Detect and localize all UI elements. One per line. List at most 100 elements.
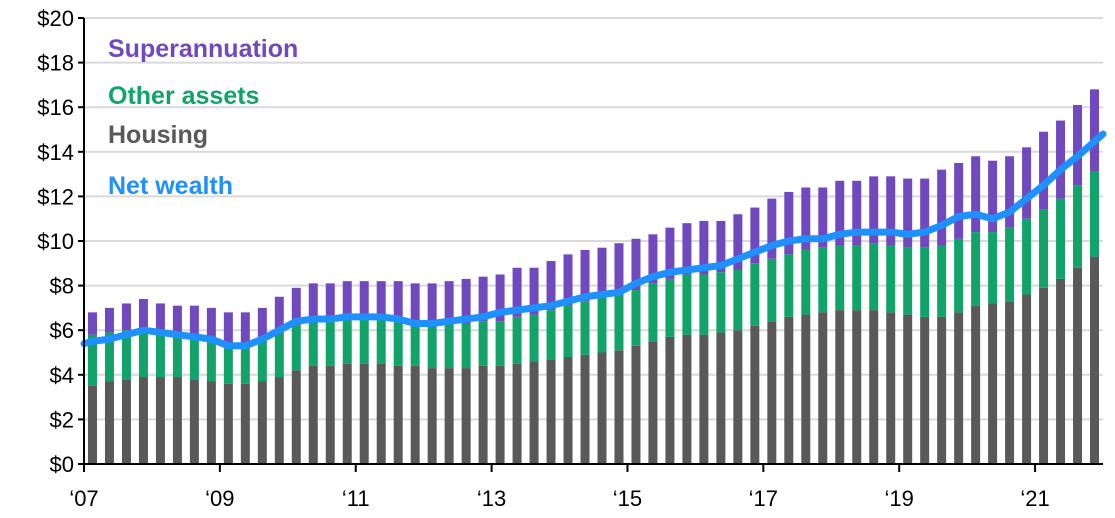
bar-superannuation <box>104 307 114 333</box>
bar-housing <box>597 352 607 464</box>
y-tick-label: $14 <box>37 140 74 165</box>
bar-superannuation <box>750 207 760 264</box>
bar-housing <box>410 365 420 464</box>
bar-housing <box>529 361 539 464</box>
bar-superannuation <box>359 281 369 320</box>
bar-superannuation <box>461 278 471 324</box>
bar-superannuation <box>240 312 250 344</box>
bar-superannuation <box>597 247 607 297</box>
bar-other-assets <box>223 343 233 384</box>
bar-housing <box>835 310 845 464</box>
stacked-bars <box>87 89 1100 464</box>
bar-housing <box>1056 278 1066 464</box>
legend: Superannuation Other assets Housing Net wea… <box>108 35 298 200</box>
bar-other-assets <box>801 249 811 315</box>
net-wealth-line-group <box>80 130 1107 350</box>
y-tick-label: $18 <box>37 51 74 76</box>
bar-superannuation <box>87 312 97 335</box>
bar-superannuation <box>1073 104 1083 186</box>
bar-superannuation <box>869 176 879 244</box>
bar-superannuation <box>1005 156 1015 228</box>
bar-other-assets <box>1039 209 1049 288</box>
bar-housing <box>376 363 386 464</box>
bar-housing <box>988 303 998 464</box>
bar-superannuation <box>563 254 573 306</box>
bar-superannuation <box>529 267 539 315</box>
bar-superannuation <box>308 283 318 322</box>
bar-superannuation <box>835 180 845 246</box>
bar-housing <box>767 321 777 464</box>
x-tick-label: ‘11 <box>342 486 370 511</box>
bar-other-assets <box>631 290 641 346</box>
bar-housing <box>291 370 301 464</box>
bar-superannuation <box>988 160 998 233</box>
bar-other-assets <box>954 238 964 313</box>
bar-other-assets <box>886 245 896 313</box>
x-tick-label: ‘15 <box>613 486 642 511</box>
bar-housing <box>172 377 182 464</box>
bar-housing <box>427 368 437 464</box>
bar-superannuation <box>784 191 794 255</box>
bar-other-assets <box>257 339 267 382</box>
bar-superannuation <box>903 178 913 248</box>
bar-other-assets <box>1090 171 1100 257</box>
bar-other-assets <box>767 258 777 322</box>
y-tick-label: $2 <box>50 407 74 432</box>
bar-housing <box>818 312 828 464</box>
y-tick-label: $12 <box>37 184 74 209</box>
bar-superannuation <box>427 283 437 326</box>
bar-housing <box>971 305 981 464</box>
bar-other-assets <box>206 339 216 382</box>
bar-other-assets <box>699 274 709 335</box>
bar-housing <box>206 381 216 464</box>
bar-other-assets <box>818 247 828 313</box>
bar-other-assets <box>835 245 845 311</box>
bar-superannuation <box>648 234 658 284</box>
bar-superannuation <box>274 296 284 333</box>
bar-other-assets <box>359 319 369 364</box>
bar-housing <box>631 345 641 464</box>
y-tick-label: $20 <box>37 6 74 31</box>
bar-superannuation <box>223 312 233 344</box>
bar-housing <box>121 379 131 464</box>
grid-lines <box>84 17 1103 421</box>
bar-housing <box>1039 287 1049 464</box>
bar-housing <box>308 365 318 464</box>
bar-other-assets <box>189 334 199 380</box>
bar-housing <box>869 310 879 464</box>
bar-other-assets <box>376 319 386 364</box>
bar-housing <box>801 314 811 464</box>
bar-housing <box>1005 301 1015 464</box>
bar-other-assets <box>138 327 148 378</box>
bar-superannuation <box>631 238 641 291</box>
bar-housing <box>920 316 930 464</box>
axes: $0 $2 $4 $6 $8 $10 $12 $14 $16 $18 $20 ‘07 ‘09 ‘11 ‘13… <box>37 6 1103 511</box>
bar-other-assets <box>427 325 437 369</box>
bar-housing <box>546 359 556 464</box>
bar-other-assets <box>580 301 590 355</box>
x-tick-label: ‘19 <box>885 486 914 511</box>
bar-other-assets <box>461 323 471 369</box>
bar-superannuation <box>512 267 522 317</box>
bar-superannuation <box>971 156 981 233</box>
bar-other-assets <box>172 332 182 378</box>
bar-other-assets <box>512 316 522 364</box>
bar-housing <box>1073 267 1083 464</box>
bar-housing <box>665 336 675 464</box>
bar-superannuation <box>1039 131 1049 210</box>
bar-housing <box>954 312 964 464</box>
bar-other-assets <box>750 263 760 326</box>
bar-housing <box>189 379 199 464</box>
bar-superannuation <box>937 169 947 246</box>
net-wealth-line <box>80 130 1107 350</box>
bar-other-assets <box>155 332 165 378</box>
legend-net-wealth: Net wealth <box>108 172 233 200</box>
bar-other-assets <box>410 323 420 366</box>
bar-superannuation <box>886 176 896 246</box>
bar-superannuation <box>121 303 131 331</box>
bar-superannuation <box>410 283 420 324</box>
bar-housing <box>614 350 624 464</box>
bar-other-assets <box>104 332 114 382</box>
bar-superannuation <box>699 220 709 275</box>
bar-housing <box>240 383 250 464</box>
